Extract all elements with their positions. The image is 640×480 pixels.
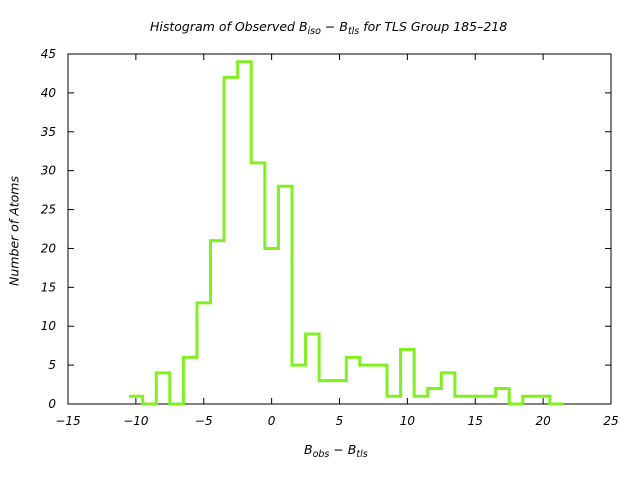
y-tick-label-9: 45 <box>41 47 56 61</box>
y-tick-label-6: 30 <box>41 164 57 178</box>
y-tick-label-8: 40 <box>41 86 57 100</box>
chart-title-suffix: for TLS Group 185–218 <box>359 19 508 34</box>
chart-title-sub1: iso <box>307 26 321 37</box>
x-tick-label-1: −10 <box>123 414 149 428</box>
y-tick-label-1: 5 <box>48 358 56 372</box>
y-tick-label-7: 35 <box>41 125 56 139</box>
x-tick-label-0: −15 <box>55 414 80 428</box>
x-axis-label-sub2: tls <box>356 449 368 460</box>
plot-frame <box>67 53 612 405</box>
y-tick-label-4: 20 <box>41 241 57 255</box>
y-tick-label-3: 15 <box>41 280 56 294</box>
histogram-series-line <box>129 60 564 406</box>
chart-title-sub2: tls <box>347 26 360 37</box>
y-tick-label-5: 25 <box>41 203 56 217</box>
x-axis-label-sub1: obs <box>312 449 330 460</box>
x-tick-label-2: −5 <box>195 414 213 428</box>
chart-title: Histogram of Observed Biso − Btls for TL… <box>150 19 508 37</box>
chart-title-mid: − B <box>320 19 348 34</box>
chart-title-prefix: Histogram of Observed B <box>150 19 308 34</box>
x-tick-label-5: 10 <box>400 414 416 428</box>
x-axis-label: Bobs − Btls <box>304 442 368 460</box>
x-tick-label-8: 25 <box>603 414 618 428</box>
y-axis-label-text: Number of Atoms <box>6 176 22 286</box>
y-tick-label-2: 10 <box>41 319 57 333</box>
x-axis-label-main2: − B <box>329 442 357 457</box>
y-axis-label: Number of Atoms <box>7 176 22 286</box>
x-tick-label-3: 0 <box>268 414 276 428</box>
y-tick-label-0: 0 <box>48 397 56 411</box>
x-tick-label-4: 5 <box>336 414 344 428</box>
x-tick-label-6: 15 <box>468 414 483 428</box>
x-tick-label-7: 20 <box>535 414 551 428</box>
x-axis-label-main1: B <box>304 442 313 457</box>
